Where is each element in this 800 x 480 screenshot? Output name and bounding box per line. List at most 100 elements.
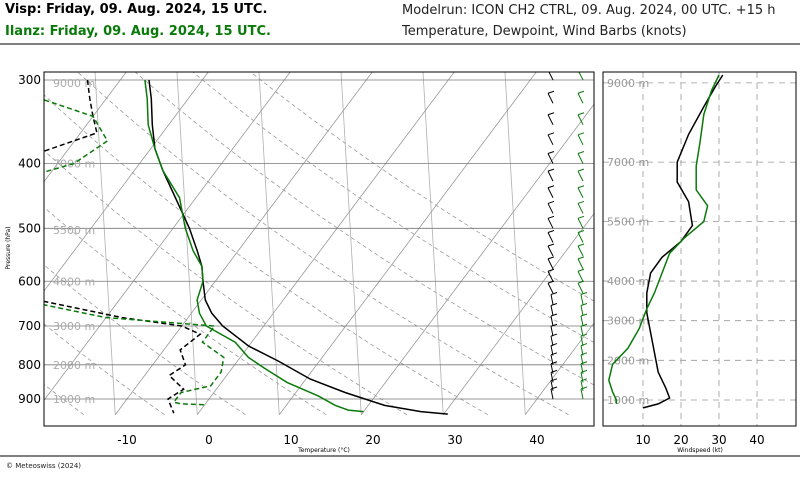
wind-barbs [547,68,588,400]
altitude-label: 9000 m [53,77,95,90]
wind-barb [577,114,584,125]
altitude-label: 7000 m [607,156,649,169]
wind-barb [547,203,554,214]
wind-barb [580,305,584,316]
wind-barb-feather [547,256,555,260]
wind-barb [577,232,584,243]
windspeed-tick: 30 [711,433,726,447]
wind-barb-feather [550,352,558,356]
isotherm [360,103,594,415]
pressure-tick: 500 [18,221,41,235]
moist-adiabat [176,72,198,415]
wind-barb-feather [580,361,588,365]
wind-barb [577,134,584,146]
temperature-tick: 0 [205,433,213,447]
wind-barb [550,380,554,391]
wind-barb [577,258,584,270]
windspeed-frame [602,71,797,427]
wind-barb-feather [550,292,558,295]
windspeed-grid: 9000 m 7000 m 5500 m 4000 m 3000 m 2000 m 1000… [603,72,796,426]
altitude-label: 1000 m [607,394,649,407]
wind-barb-feather [577,185,585,189]
wind-barb-feather [550,302,558,306]
pressure-tick: 600 [18,274,41,288]
windspeed-tick: 20 [673,433,688,447]
wind-barb-feather [547,185,555,189]
wind-barb [547,282,554,294]
isotherm [44,72,209,292]
wind-barb-feather [550,369,558,373]
moist-adiabat [422,72,444,415]
wind-barb-feather [577,268,585,272]
wind-barb-feather [547,132,555,136]
wind-barb [550,305,554,316]
wind-barb-feather [580,343,588,347]
wind-barb [547,114,554,125]
wind-barb [577,170,584,182]
wind-barb-feather [550,386,558,390]
altitude-label: 3000 m [53,320,95,333]
dry-adiabat [0,60,3,415]
isotherm [689,60,800,415]
wind-barb [578,72,584,81]
wind-barb [550,388,554,400]
wind-barb-feather [547,112,555,116]
wind-barb [577,187,584,198]
wind-barb-feather [580,323,588,327]
windspeed-axes: 10 20 30 40 Windspeed (kt) [635,433,764,454]
altitude-label: 2000 m [607,354,649,367]
wind-barb-feather [548,68,554,70]
wind-barb [547,245,554,257]
dry-adiabat [192,72,594,343]
station-title-primary: Visp: Friday, 09. Aug. 2024, 15 UTC. [5,2,268,17]
temperature-tick: 30 [447,433,462,447]
wind-barb-feather [547,230,555,233]
wind-barb-feather [550,378,558,382]
altitude-label: 2000 m [53,359,95,372]
isotherm [44,72,127,183]
pressure-tick: 400 [18,157,41,171]
wind-barb [547,134,554,146]
wind-barb-feather [547,151,555,155]
skewt-grid: 9000 m 7000 m 5500 m 4000 m 3000 m 2000 m 1000… [0,60,800,416]
copyright-label: © Meteoswiss (2024) [6,462,82,470]
isotherm [278,72,537,415]
wind-barb [547,258,554,270]
wind-barb-feather [580,352,588,356]
wind-barb [547,170,554,182]
wind-barb [577,282,584,294]
wind-barb-feather [577,280,585,284]
wind-barb-feather [580,292,588,295]
wind-barb [580,315,584,327]
dry-adiabat [249,72,594,302]
wind-barb-feather [580,378,588,382]
profile-ilanz-temperature [144,79,364,413]
wind-barb-feather [577,168,585,172]
moist-adiabat [504,72,526,415]
wind-barb [547,153,554,164]
skewt-axes: 300 400 500 600 700 800 900 -10 0 10 20 30 40 Tempera… [5,73,545,454]
wind-barb [547,271,554,282]
wind-barb-feather [577,151,585,155]
wind-barb-feather [580,333,588,337]
windspeed-tick: 40 [749,433,764,447]
dry-adiabat [76,72,569,416]
pressure-tick: 700 [18,319,41,333]
moist-adiabat [94,72,116,415]
wind-barb-feather [578,68,584,70]
temperature-tick: 20 [365,433,380,447]
station-title-secondary: Ilanz: Friday, 09. Aug. 2024, 15 UTC. [5,24,271,39]
wind-barb [580,326,584,337]
wind-barb [577,203,584,214]
wind-barb [550,335,554,347]
moist-adiabat [258,72,280,415]
altitude-label: 4000 m [53,275,95,288]
wind-barb-feather [580,302,588,306]
wind-barb-feather [580,386,588,390]
windspeed-profiles [608,74,724,409]
model-run-label: Modelrun: ICON CH2 CTRL, 09. Aug. 2024, … [402,3,776,18]
wind-barb [547,232,554,243]
wind-barb [580,294,584,305]
wind-barb-feather [547,200,555,204]
dry-adiabat [44,264,246,416]
